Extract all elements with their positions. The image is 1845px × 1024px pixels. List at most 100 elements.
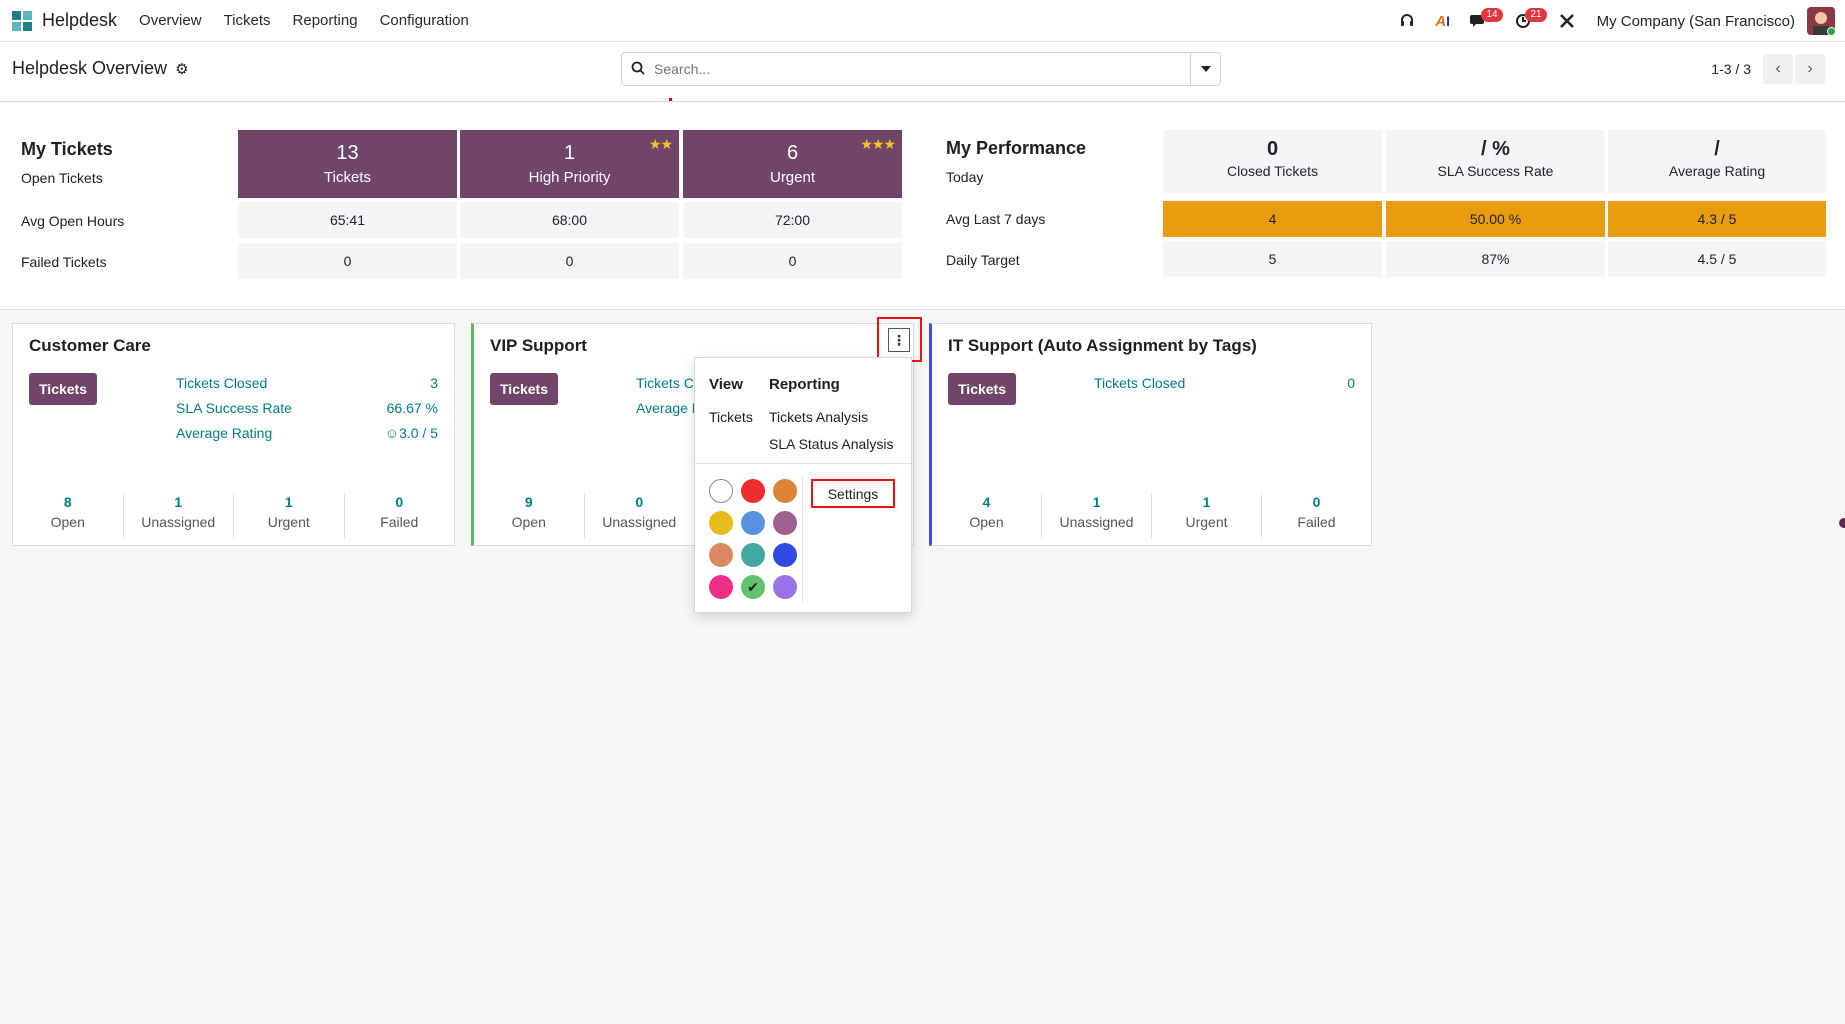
chat-icon[interactable]: 14 bbox=[1465, 7, 1503, 35]
settings-button[interactable]: Settings bbox=[811, 479, 895, 508]
app-brand[interactable]: Helpdesk bbox=[10, 9, 117, 33]
failed-tickets-cell[interactable]: 0 bbox=[238, 243, 457, 279]
headset-icon[interactable] bbox=[1393, 7, 1421, 35]
color-swatch-orange[interactable] bbox=[773, 479, 797, 503]
main-menu: Overview Tickets Reporting Configuration bbox=[139, 12, 491, 29]
footer-urgent[interactable]: 1 Urgent bbox=[1152, 494, 1262, 538]
footer-number: 8 bbox=[63, 494, 72, 510]
color-swatch-yellow[interactable] bbox=[709, 511, 733, 535]
color-swatch-red[interactable] bbox=[741, 479, 765, 503]
menu-reporting[interactable]: Reporting bbox=[292, 12, 358, 29]
color-swatch-light-blue[interactable] bbox=[741, 511, 765, 535]
target-closed-cell: 5 bbox=[1163, 241, 1382, 277]
avg-open-hours-cell[interactable]: 72:00 bbox=[683, 202, 902, 238]
tickets-button[interactable]: Tickets bbox=[490, 373, 558, 405]
team-name: VIP Support bbox=[490, 336, 587, 355]
high-priority-tile[interactable]: ★★ 1 High Priority bbox=[460, 130, 679, 198]
color-swatch-teal[interactable] bbox=[741, 543, 765, 567]
view-header: View bbox=[709, 376, 743, 393]
footer-unassigned[interactable]: 1 Unassigned bbox=[1042, 494, 1152, 538]
search-options-toggle[interactable] bbox=[1190, 53, 1220, 85]
tools-icon[interactable] bbox=[1553, 7, 1581, 35]
tile-number: 13 bbox=[336, 142, 359, 164]
footer-open[interactable]: 4 Open bbox=[932, 494, 1042, 538]
footer-urgent[interactable]: 1 Urgent bbox=[234, 494, 345, 538]
company-switcher[interactable]: My Company (San Francisco) bbox=[1596, 12, 1795, 30]
my-tickets-tile[interactable]: 13 Tickets bbox=[238, 130, 457, 198]
color-swatch-pink[interactable] bbox=[709, 575, 733, 599]
footer-number: 4 bbox=[982, 494, 991, 510]
footer-open[interactable]: 9 Open bbox=[474, 494, 585, 538]
footer-unassigned[interactable]: 0 Unassigned bbox=[585, 494, 695, 538]
search-input[interactable] bbox=[654, 54, 1190, 84]
menu-overview[interactable]: Overview bbox=[139, 12, 202, 29]
avg-open-hours-label: Avg Open Hours bbox=[21, 213, 125, 229]
messages-badge: 14 bbox=[1481, 8, 1503, 22]
clock-icon[interactable]: 21 bbox=[1509, 7, 1547, 35]
tickets-closed-link[interactable]: Tickets Cl bbox=[636, 375, 697, 391]
tickets-closed-value[interactable]: 0 bbox=[1347, 375, 1355, 391]
perf-number: / bbox=[1714, 138, 1720, 160]
footer-unassigned[interactable]: 1 Unassigned bbox=[124, 494, 234, 538]
sla-success-rate-value[interactable]: 66.67 % bbox=[386, 400, 438, 416]
page-title: Helpdesk Overview bbox=[12, 58, 168, 78]
menu-tickets[interactable]: Tickets bbox=[223, 12, 271, 29]
online-status-dot bbox=[1827, 27, 1835, 35]
three-stars-icon: ★★★ bbox=[860, 136, 896, 152]
pager-previous-button[interactable]: ‹ bbox=[1763, 54, 1793, 84]
footer-number: 1 bbox=[1092, 494, 1101, 510]
color-swatch-green-selected[interactable]: ✔ bbox=[741, 575, 765, 599]
sla-success-rate-link[interactable]: SLA Success Rate bbox=[176, 400, 292, 416]
today-label: Today bbox=[946, 169, 984, 185]
card-options-highlight: ⋮ bbox=[877, 317, 922, 362]
urgent-tile[interactable]: ★★★ 6 Urgent bbox=[683, 130, 902, 198]
avg7-closed-cell: 4 bbox=[1163, 201, 1382, 237]
color-swatch-salmon[interactable] bbox=[709, 543, 733, 567]
footer-failed[interactable]: 0 Failed bbox=[345, 494, 455, 538]
tile-number: 1 bbox=[563, 142, 576, 164]
failed-tickets-cell[interactable]: 0 bbox=[683, 243, 902, 279]
footer-label: Open bbox=[969, 514, 1004, 530]
color-swatch-no-color[interactable] bbox=[709, 479, 733, 503]
kebab-menu-icon[interactable]: ⋮ bbox=[888, 328, 910, 352]
tickets-button[interactable]: Tickets bbox=[948, 373, 1016, 405]
average-rating-link[interactable]: Average R bbox=[636, 400, 702, 416]
footer-failed[interactable]: 0 Failed bbox=[1262, 494, 1371, 538]
footer-number: 9 bbox=[524, 494, 533, 510]
tickets-closed-value[interactable]: 3 bbox=[430, 375, 438, 391]
failed-tickets-cell[interactable]: 0 bbox=[460, 243, 679, 279]
pager-next-button[interactable]: › bbox=[1795, 54, 1825, 84]
view-tickets-item[interactable]: Tickets bbox=[709, 409, 753, 425]
user-avatar[interactable] bbox=[1807, 7, 1835, 35]
gear-icon[interactable]: ⚙ bbox=[175, 60, 189, 78]
sla-status-analysis-item[interactable]: SLA Status Analysis bbox=[769, 436, 894, 452]
tickets-analysis-item[interactable]: Tickets Analysis bbox=[769, 409, 869, 425]
footer-open[interactable]: 8 Open bbox=[13, 494, 124, 538]
average-rating-link[interactable]: Average Rating bbox=[176, 425, 273, 441]
perf-label: Closed Tickets bbox=[1226, 163, 1319, 179]
average-rating-head: / Average Rating bbox=[1608, 130, 1826, 193]
footer-number: 0 bbox=[635, 494, 644, 510]
pager-value[interactable]: 1-3 / 3 bbox=[1711, 61, 1751, 77]
team-name: Customer Care bbox=[29, 336, 151, 355]
average-rating-value[interactable]: ☺3.0 / 5 bbox=[384, 425, 438, 441]
activities-badge: 21 bbox=[1525, 8, 1547, 22]
perf-number: 0 bbox=[1266, 138, 1279, 160]
tickets-closed-link[interactable]: Tickets Closed bbox=[1094, 375, 1186, 391]
app-name: Helpdesk bbox=[42, 10, 118, 30]
tile-number: 6 bbox=[786, 142, 799, 164]
red-marker bbox=[669, 98, 672, 101]
menu-configuration[interactable]: Configuration bbox=[379, 12, 469, 29]
tile-label: High Priority bbox=[528, 169, 611, 186]
color-swatch-violet[interactable] bbox=[773, 575, 797, 599]
avg-open-hours-cell[interactable]: 68:00 bbox=[460, 202, 679, 238]
color-swatch-blue[interactable] bbox=[773, 543, 797, 567]
avg-open-hours-cell[interactable]: 65:41 bbox=[238, 202, 457, 238]
tickets-closed-link[interactable]: Tickets Closed bbox=[176, 375, 268, 391]
search-box bbox=[621, 52, 1221, 86]
target-sla-cell: 87% bbox=[1386, 241, 1605, 277]
color-swatch-dark-purple[interactable] bbox=[773, 511, 797, 535]
control-panel: Helpdesk Overview ⚙ 1-3 / 3 ‹ › bbox=[0, 42, 1845, 102]
tickets-button[interactable]: Tickets bbox=[29, 373, 97, 405]
